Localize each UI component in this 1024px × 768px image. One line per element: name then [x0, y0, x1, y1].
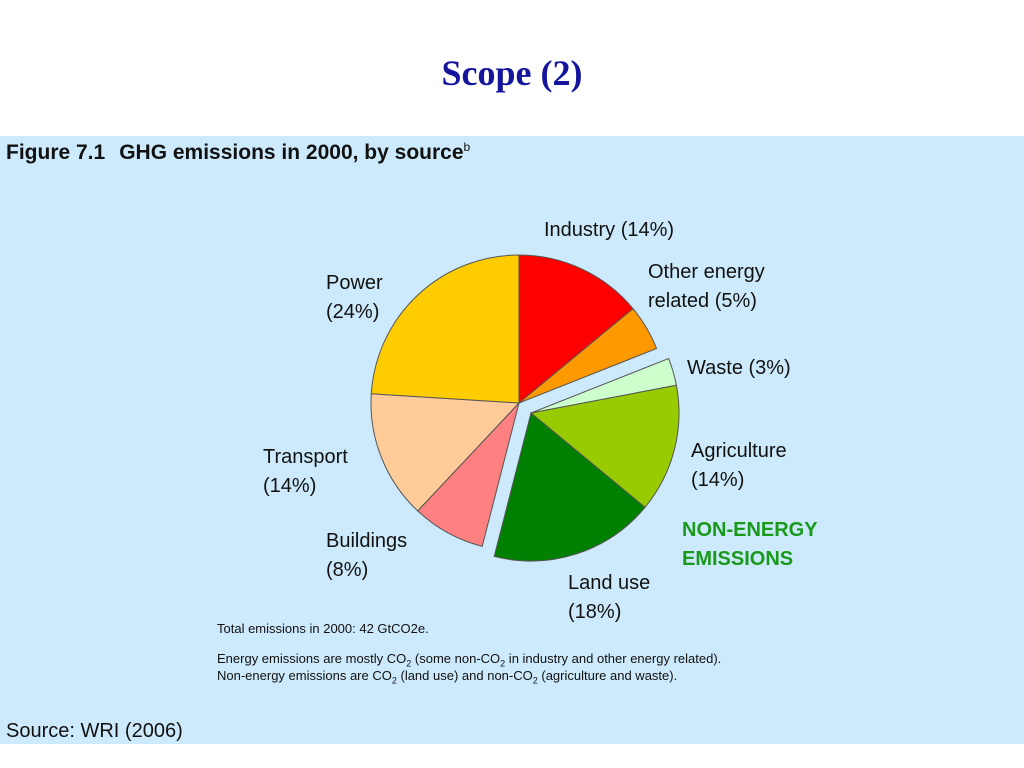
slice-label-line: Buildings	[326, 530, 408, 552]
nonenergy-note-part-3: (agriculture and waste).	[537, 668, 678, 683]
group-label-line-1: NON-ENERGY	[682, 519, 818, 541]
nonenergy-note-sub-2: 2	[532, 675, 538, 686]
slice-label-waste: Waste (3%)	[687, 354, 791, 383]
pie-slice-power	[370, 254, 520, 404]
slice-label-line: Land use	[568, 572, 651, 594]
figure-title: GHG emissions in 2000, by source	[119, 141, 464, 164]
slice-label-line: (14%)	[263, 475, 317, 497]
figure-caption: Figure 7.1 GHG emissions in 2000, by sour…	[6, 140, 470, 165]
slice-label-transport: Transport (14%)	[263, 443, 348, 501]
slice-label-line: Other energy	[648, 261, 765, 283]
slice-label-line: Transport	[263, 446, 348, 468]
slice-label-buildings: Buildings (8%)	[326, 527, 407, 585]
figure-panel	[0, 136, 1024, 744]
energy-note-part-3: in industry and other energy related).	[505, 651, 722, 666]
slice-label-other-energy-related: Other energy related (5%)	[648, 258, 765, 316]
pie-slice-industry	[518, 254, 634, 405]
slice-label-power: Power (24%)	[326, 269, 383, 327]
slice-label-line: (18%)	[568, 601, 622, 623]
nonenergy-note-part-1: Non-energy emissions are CO	[217, 668, 392, 683]
pie-slice-other-energy-related	[518, 307, 658, 404]
total-emissions-note: Total emissions in 2000: 42 GtCO2e.	[217, 621, 429, 636]
slice-label-land-use: Land use (18%)	[568, 569, 650, 627]
slice-label-line: (24%)	[326, 301, 380, 323]
slice-label-line: Power	[326, 272, 383, 294]
energy-note-part-1: Energy emissions are mostly CO	[217, 651, 407, 666]
figure-number: Figure 7.1	[6, 141, 106, 164]
slice-label-line: (14%)	[691, 469, 745, 491]
caption-footnote-mark: b	[463, 140, 471, 154]
group-label-line-2: EMISSIONS	[682, 548, 794, 570]
nonenergy-note-part-2: (land use) and non-CO	[396, 668, 533, 683]
non-energy-group-label: NON-ENERGY EMISSIONS	[682, 516, 818, 574]
nonenergy-emissions-note: Non-energy emissions are CO2 (land use) …	[217, 667, 677, 690]
pie-slice-agriculture	[529, 384, 680, 509]
slice-label-agriculture: Agriculture (14%)	[691, 437, 787, 495]
slice-label-industry: Industry (14%)	[544, 216, 674, 245]
pie-slice-land-use	[493, 412, 646, 562]
energy-note-sub-1: 2	[406, 658, 412, 669]
energy-note-sub-2: 2	[500, 658, 506, 669]
pie-slice-transport	[370, 393, 521, 512]
slice-label-line: Industry (14%)	[544, 219, 675, 241]
slice-label-line: Waste (3%)	[687, 357, 791, 379]
slice-label-line: Agriculture	[691, 440, 787, 462]
energy-emissions-note: Energy emissions are mostly CO2 (some no…	[217, 650, 721, 673]
slice-label-line: related (5%)	[648, 290, 757, 312]
slide-title: Scope (2)	[441, 53, 583, 93]
slice-label-line: (8%)	[326, 559, 369, 581]
nonenergy-note-sub-1: 2	[391, 675, 397, 686]
energy-note-part-2: (some non-CO	[411, 651, 501, 666]
source-note: Source: WRI (2006)	[6, 720, 183, 742]
